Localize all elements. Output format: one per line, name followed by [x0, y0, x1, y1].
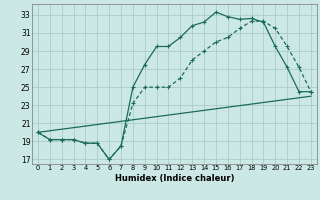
X-axis label: Humidex (Indice chaleur): Humidex (Indice chaleur)	[115, 174, 234, 183]
